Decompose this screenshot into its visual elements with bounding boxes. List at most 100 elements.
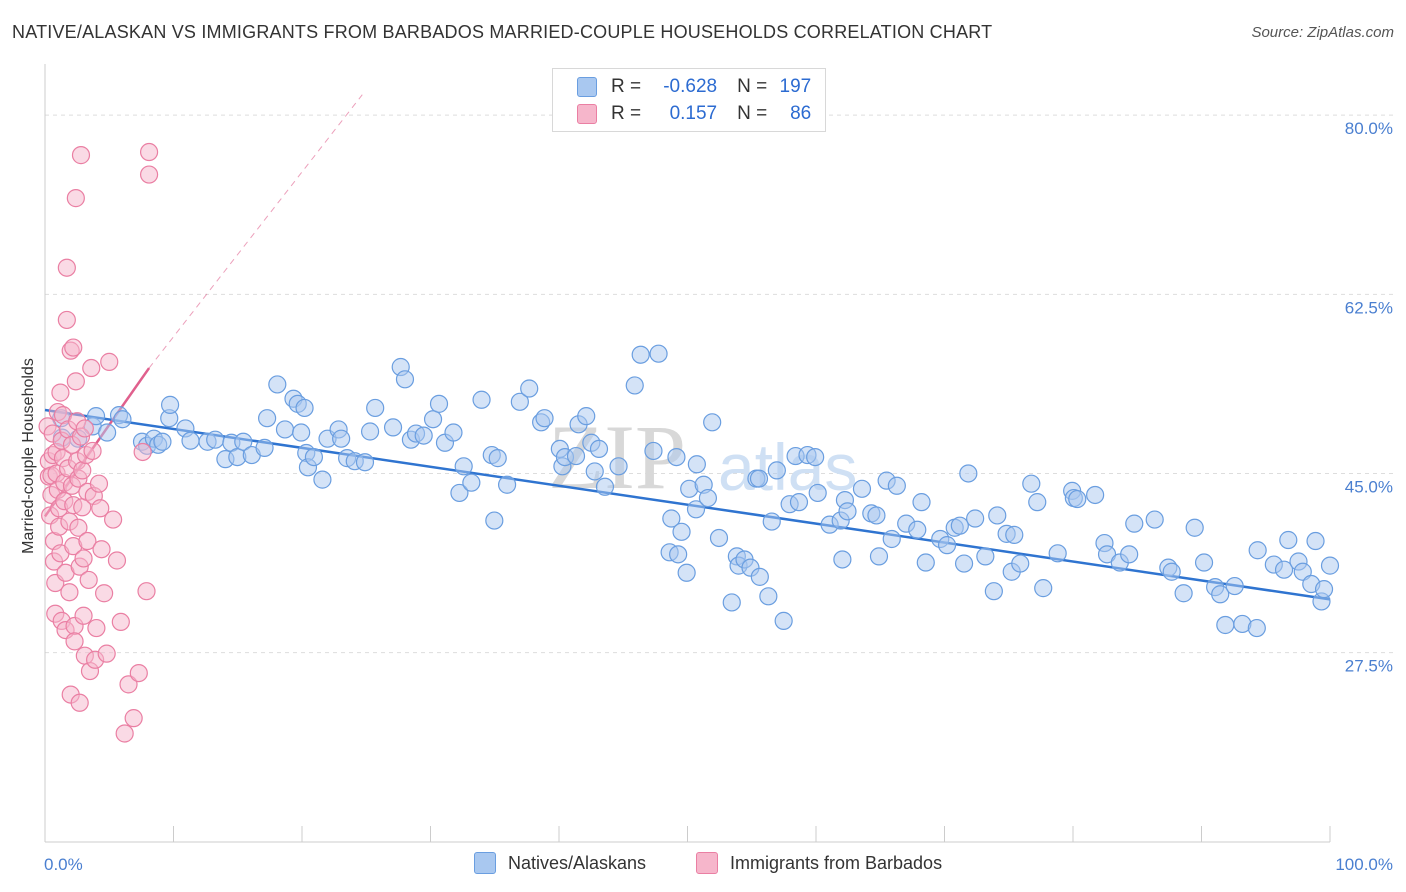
point-natives <box>1011 554 1030 573</box>
point-barbados <box>60 583 79 602</box>
point-natives <box>255 438 274 457</box>
point-natives <box>1274 560 1294 579</box>
point-natives <box>988 506 1007 525</box>
point-natives <box>662 509 681 528</box>
point-natives <box>1216 615 1235 635</box>
point-natives <box>806 447 825 467</box>
point-barbados <box>51 383 70 402</box>
point-natives <box>959 464 978 483</box>
legend-n-value: 86 <box>790 103 812 124</box>
watermark: ZIP atlas <box>548 406 857 508</box>
point-natives <box>462 473 481 492</box>
legend-r-value: -0.628 <box>663 76 718 97</box>
point-natives <box>1185 518 1204 537</box>
point-natives <box>1306 531 1325 551</box>
point-barbados <box>83 441 102 461</box>
point-natives <box>1022 474 1041 493</box>
point-natives <box>672 522 691 541</box>
point-natives <box>912 493 931 512</box>
point-barbados <box>66 372 85 391</box>
point-natives <box>275 420 295 439</box>
chart-title: NATIVE/ALASKAN VS IMMIGRANTS FROM BARBAD… <box>12 22 993 42</box>
point-natives <box>488 449 507 468</box>
point-natives <box>789 493 809 512</box>
point-natives <box>966 509 985 528</box>
point-barbados <box>129 663 148 683</box>
point-natives <box>360 422 380 441</box>
legend-r-label: R = <box>611 103 642 124</box>
point-natives <box>395 370 415 389</box>
point-barbados <box>57 258 76 277</box>
point-barbados <box>115 724 134 743</box>
point-natives <box>332 429 351 448</box>
point-natives <box>1247 618 1266 638</box>
point-barbados <box>78 531 97 551</box>
point-barbados <box>64 338 83 357</box>
point-natives <box>808 483 827 503</box>
point-natives <box>566 446 586 466</box>
legend-swatch-blue <box>577 77 597 97</box>
point-natives <box>631 345 650 364</box>
point-natives <box>722 593 741 612</box>
point-barbados <box>124 709 143 728</box>
point-natives <box>113 410 132 429</box>
point-natives <box>1005 525 1024 544</box>
point-natives <box>497 475 517 494</box>
point-natives <box>1320 556 1340 575</box>
point-barbados <box>74 549 93 568</box>
legend-row-natives: R = -0.628 N = 197 <box>577 75 811 99</box>
point-natives <box>520 379 539 398</box>
point-natives <box>667 447 686 467</box>
point-natives <box>774 611 793 630</box>
correlation-legend: R = -0.628 N = 197 R = 0.157 N = 86 <box>552 68 826 132</box>
point-barbados <box>70 693 89 712</box>
point-natives <box>644 441 663 461</box>
point-natives <box>366 398 385 418</box>
bottom-legend-swatch-blue <box>474 852 496 874</box>
point-natives <box>423 410 443 429</box>
point-natives <box>1194 553 1214 572</box>
point-natives <box>686 500 706 519</box>
bottom-legend-label-natives: Natives/Alaskans <box>508 852 647 873</box>
legend-r-label: R = <box>611 76 642 97</box>
legend-n-label: N = <box>737 103 768 124</box>
point-natives <box>1174 584 1193 603</box>
point-natives <box>1028 493 1047 512</box>
point-natives <box>1097 545 1117 564</box>
point-natives <box>153 432 172 451</box>
point-barbados <box>89 474 109 493</box>
point-natives <box>669 545 688 564</box>
point-natives <box>749 469 769 488</box>
point-natives <box>1211 585 1230 604</box>
point-natives <box>454 457 473 476</box>
point-natives <box>625 376 644 395</box>
point-natives <box>762 512 781 531</box>
point-natives <box>206 430 225 449</box>
point-natives <box>703 413 722 432</box>
point-natives <box>687 455 706 474</box>
point-natives <box>355 453 375 472</box>
point-natives <box>838 502 857 521</box>
point-natives <box>1086 485 1105 505</box>
x-tick-label-min: 0.0% <box>44 855 83 874</box>
data-points <box>38 142 1340 743</box>
legend-n-label: N = <box>737 76 768 97</box>
axis-labels: 27.5% 45.0% 62.5% 80.0% <box>1345 119 1393 675</box>
point-natives <box>181 431 200 450</box>
point-natives <box>852 479 872 498</box>
point-barbados <box>107 551 127 570</box>
point-natives <box>383 418 403 437</box>
point-natives <box>1125 514 1144 533</box>
point-natives <box>1314 580 1334 599</box>
watermark-atlas: atlas <box>718 430 857 504</box>
point-barbados <box>69 518 88 537</box>
point-natives <box>1120 545 1139 564</box>
point-barbados <box>91 499 110 518</box>
point-natives <box>577 407 596 426</box>
y-tick-label: 27.5% <box>1345 657 1393 676</box>
point-natives <box>677 563 696 582</box>
point-natives <box>414 426 433 445</box>
point-natives <box>1068 489 1087 509</box>
point-natives <box>98 423 117 442</box>
